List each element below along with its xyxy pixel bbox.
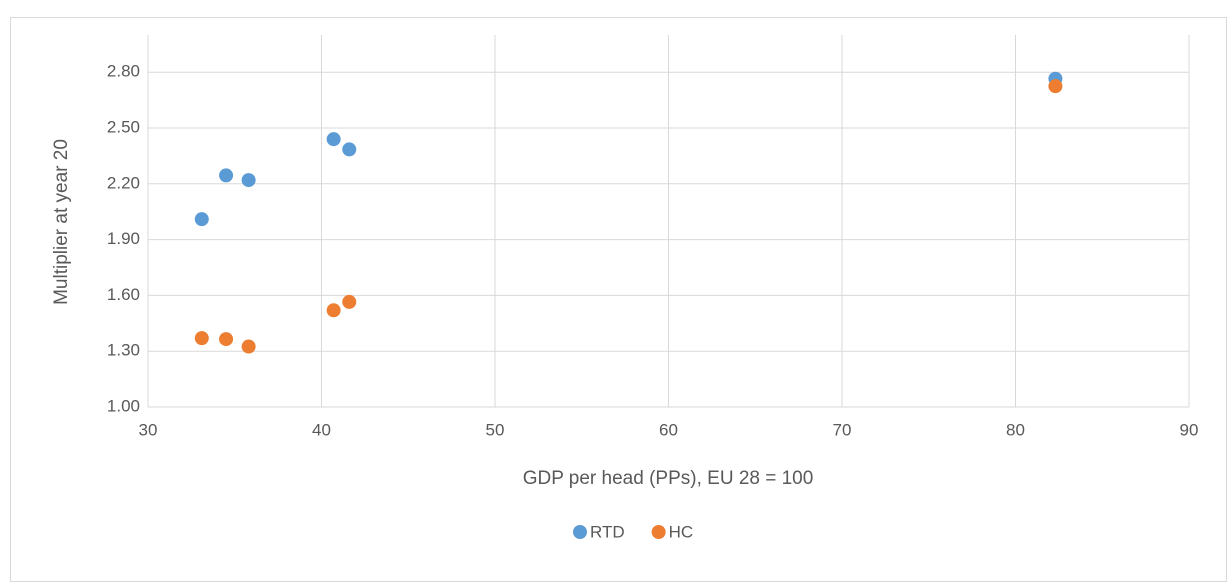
point <box>326 303 341 318</box>
chart-frame <box>10 17 1227 582</box>
point <box>1048 79 1063 94</box>
y-tick-label: 2.80 <box>107 62 140 81</box>
y-tick-label: 2.50 <box>107 117 140 136</box>
y-tick-label: 1.90 <box>107 229 140 248</box>
point <box>241 339 256 354</box>
x-tick-label: 30 <box>139 420 158 439</box>
point <box>342 142 357 157</box>
legend-label: HC <box>669 522 694 541</box>
point <box>342 294 357 309</box>
point <box>326 132 341 147</box>
x-tick-label: 70 <box>833 420 852 439</box>
x-tick-label: 90 <box>1180 420 1199 439</box>
x-tick-label: 60 <box>659 420 678 439</box>
point <box>219 332 234 347</box>
y-tick-label: 2.20 <box>107 173 140 192</box>
legend-marker <box>651 525 666 539</box>
legend-marker <box>573 525 587 539</box>
x-axis-title: GDP per head (PPs), EU 28 = 100 <box>523 468 814 489</box>
point <box>194 331 209 346</box>
point <box>219 168 234 183</box>
point <box>241 173 256 188</box>
x-tick-label: 40 <box>312 420 331 439</box>
y-tick-label: 1.60 <box>107 285 140 304</box>
legend-label: RTD <box>590 522 625 541</box>
x-tick-label: 50 <box>486 420 505 439</box>
point <box>194 212 209 227</box>
y-tick-label: 1.30 <box>107 341 140 360</box>
y-axis-title: Multiplier at year 20 <box>51 139 72 305</box>
y-tick-label: 1.00 <box>107 396 140 415</box>
x-tick-label: 80 <box>1006 420 1025 439</box>
